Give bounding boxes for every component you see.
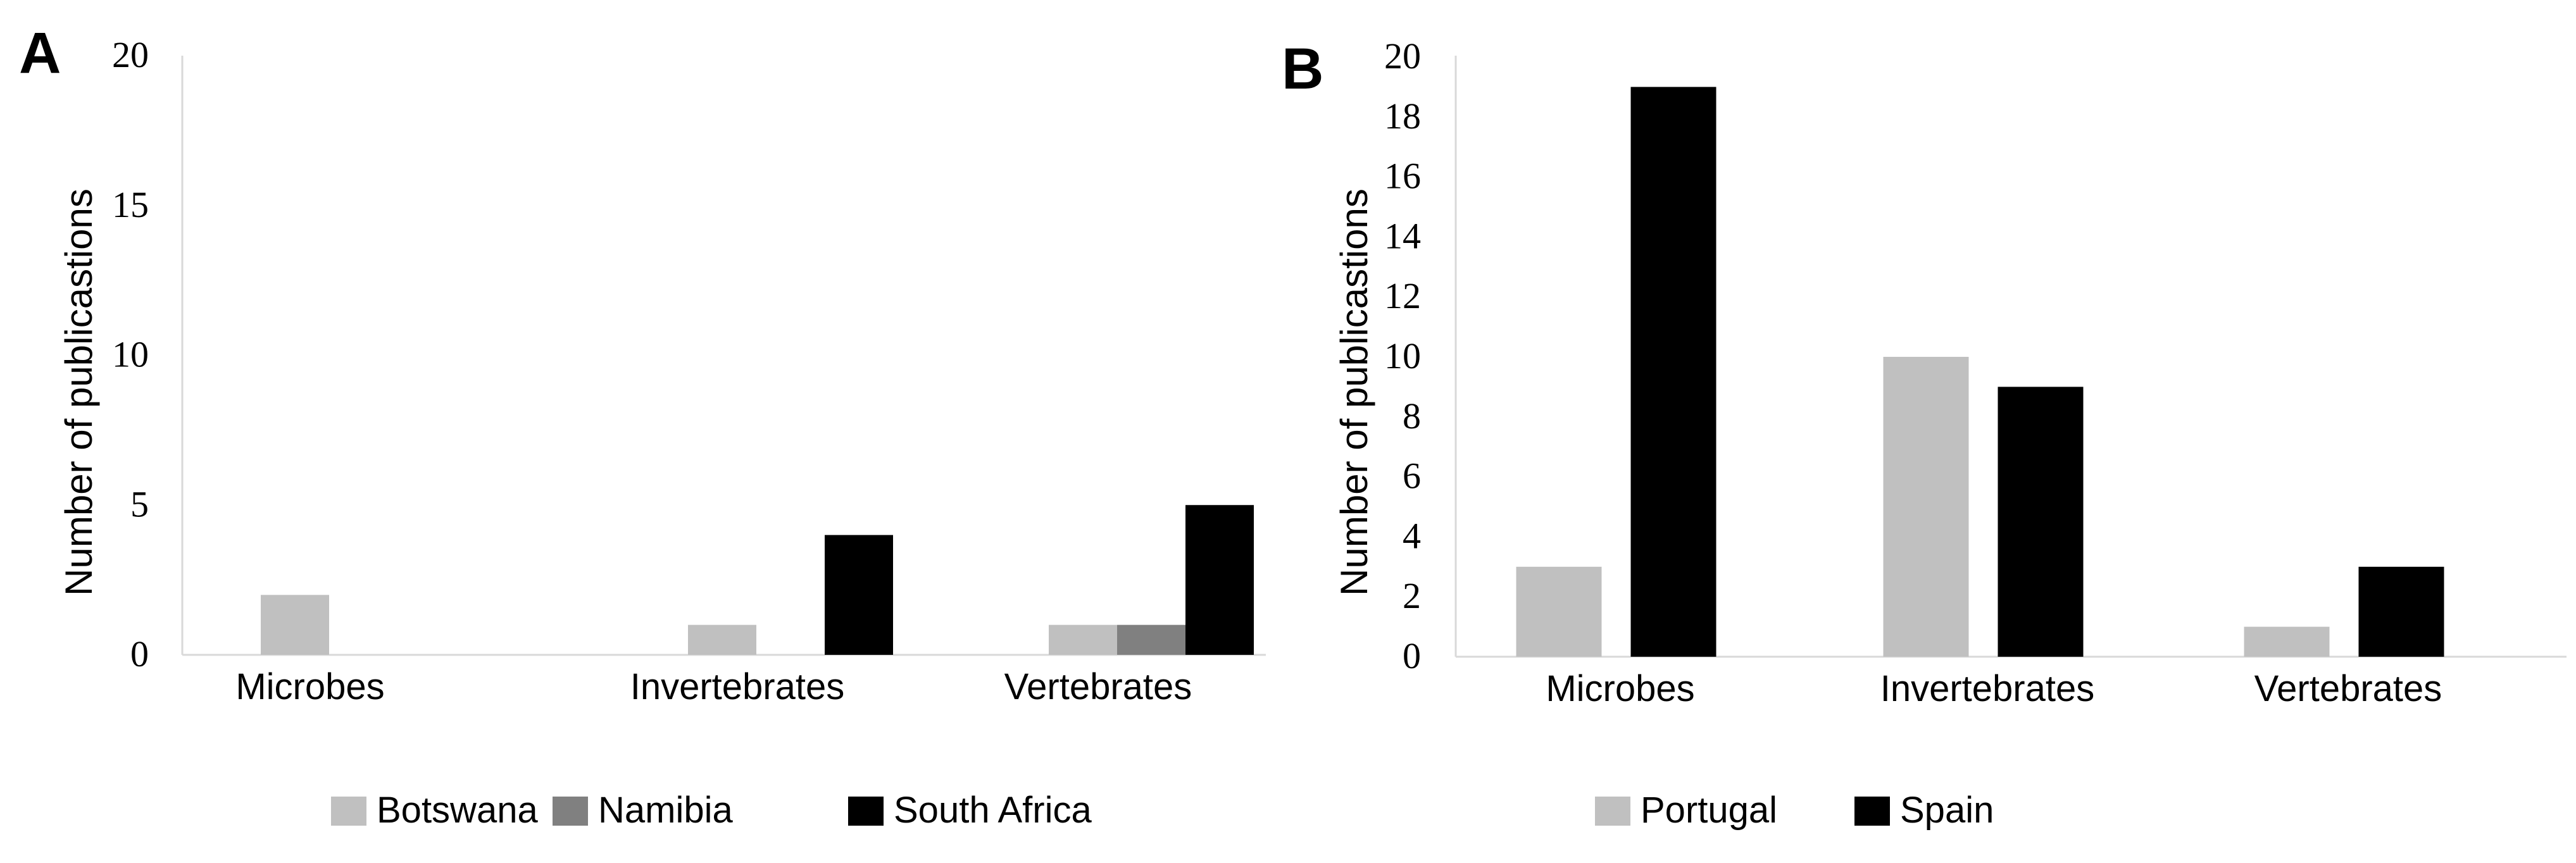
panel-a-y-tick-label: 15 [112, 184, 149, 225]
panel-a-category-label: Vertebrates [1004, 666, 1192, 707]
panel-a-legend-swatch [553, 797, 588, 826]
panel-b-y-tick-label: 18 [1384, 96, 1421, 137]
panel-a-legend-swatch [848, 797, 884, 826]
panel-b-y-tick-label: 20 [1384, 35, 1421, 77]
panel-b-y-axis-label: Number of publicastions [1333, 189, 1375, 596]
panel-b-y-tick-label: 10 [1384, 335, 1421, 376]
panel-b-bar-portugal-invertebrates [1883, 357, 1969, 657]
panel-a-label: A [19, 21, 61, 85]
panel-b-y-tick-label: 12 [1384, 275, 1421, 316]
panel-a-bar-south-africa-vertebrates [1185, 505, 1254, 655]
panel-b-bar-portugal-vertebrates [2244, 626, 2330, 657]
panel-b-y-tick-label: 4 [1403, 515, 1421, 556]
panel-a-legend: Botswana Namibia South Africa [331, 790, 1092, 831]
panel-a-y-tick-label: 20 [112, 34, 149, 75]
panel-b-y-tick-label: 16 [1384, 156, 1421, 197]
panel-a-bars [261, 505, 1254, 655]
panel-b-legend-swatch [1854, 797, 1890, 826]
panel-a-y-tick-label: 10 [112, 334, 149, 375]
panel-b-legend-label: Portugal [1641, 790, 1777, 831]
panel-b-categories: Microbes Invertebrates Vertebrates [1546, 668, 2442, 709]
panel-a-bar-botswana-invertebrates [688, 624, 756, 655]
panel-a: A Number of publicastions 0 5 10 15 20 Micro… [19, 21, 1266, 831]
panel-b-y-tick-label: 2 [1403, 575, 1421, 616]
panel-a-bar-botswana-microbes [261, 595, 329, 655]
panel-a-categories: Microbes Invertebrates Vertebrates [235, 666, 1192, 707]
panel-a-y-tick-label: 5 [130, 483, 149, 525]
panel-b-y-tick-label: 6 [1403, 456, 1421, 497]
panel-a-bar-botswana-vertebrates [1049, 624, 1117, 655]
panel-a-legend-swatch [331, 797, 366, 826]
panel-a-bar-namibia-vertebrates [1117, 624, 1185, 655]
panel-b-legend-swatch [1595, 797, 1630, 826]
panel-a-y-axis-label: Number of publicastions [58, 189, 100, 596]
panel-b-bar-spain-microbes [1630, 87, 1716, 657]
panel-b-category-label: Invertebrates [1880, 668, 2095, 709]
panel-b-y-tick-label: 0 [1403, 635, 1421, 676]
panel-b-category-label: Microbes [1546, 668, 1694, 709]
panel-a-y-tick-label: 0 [130, 633, 149, 674]
panel-b-label: B [1282, 37, 1323, 101]
panel-a-legend-label: Botswana [377, 790, 538, 831]
panel-b-y-tick-label: 14 [1384, 215, 1421, 256]
panel-b-legend-label: Spain [1900, 790, 1994, 831]
panel-b-bars [1516, 87, 2444, 657]
panel-b-category-label: Vertebrates [2254, 668, 2442, 709]
panel-a-y-ticks: 0 5 10 15 20 [112, 34, 149, 674]
panel-a-category-label: Invertebrates [630, 666, 845, 707]
panel-b-bar-spain-invertebrates [1998, 387, 2084, 657]
panel-a-bar-south-africa-invertebrates [825, 535, 893, 655]
panel-b-y-ticks: 0 2 4 6 8 10 12 14 16 18 20 [1384, 35, 1421, 676]
panel-b-y-tick-label: 8 [1403, 395, 1421, 437]
panel-b: B Number of publicastions 0 2 4 6 8 10 12 14 16 1… [1282, 35, 2567, 831]
panel-b-bar-portugal-microbes [1516, 566, 1602, 657]
panel-a-legend-label: South Africa [894, 790, 1092, 831]
panel-b-legend: Portugal Spain [1595, 790, 1994, 831]
panel-b-bar-spain-vertebrates [2358, 566, 2444, 657]
panel-a-category-label: Microbes [235, 666, 384, 707]
panel-a-legend-label: Namibia [598, 790, 733, 831]
